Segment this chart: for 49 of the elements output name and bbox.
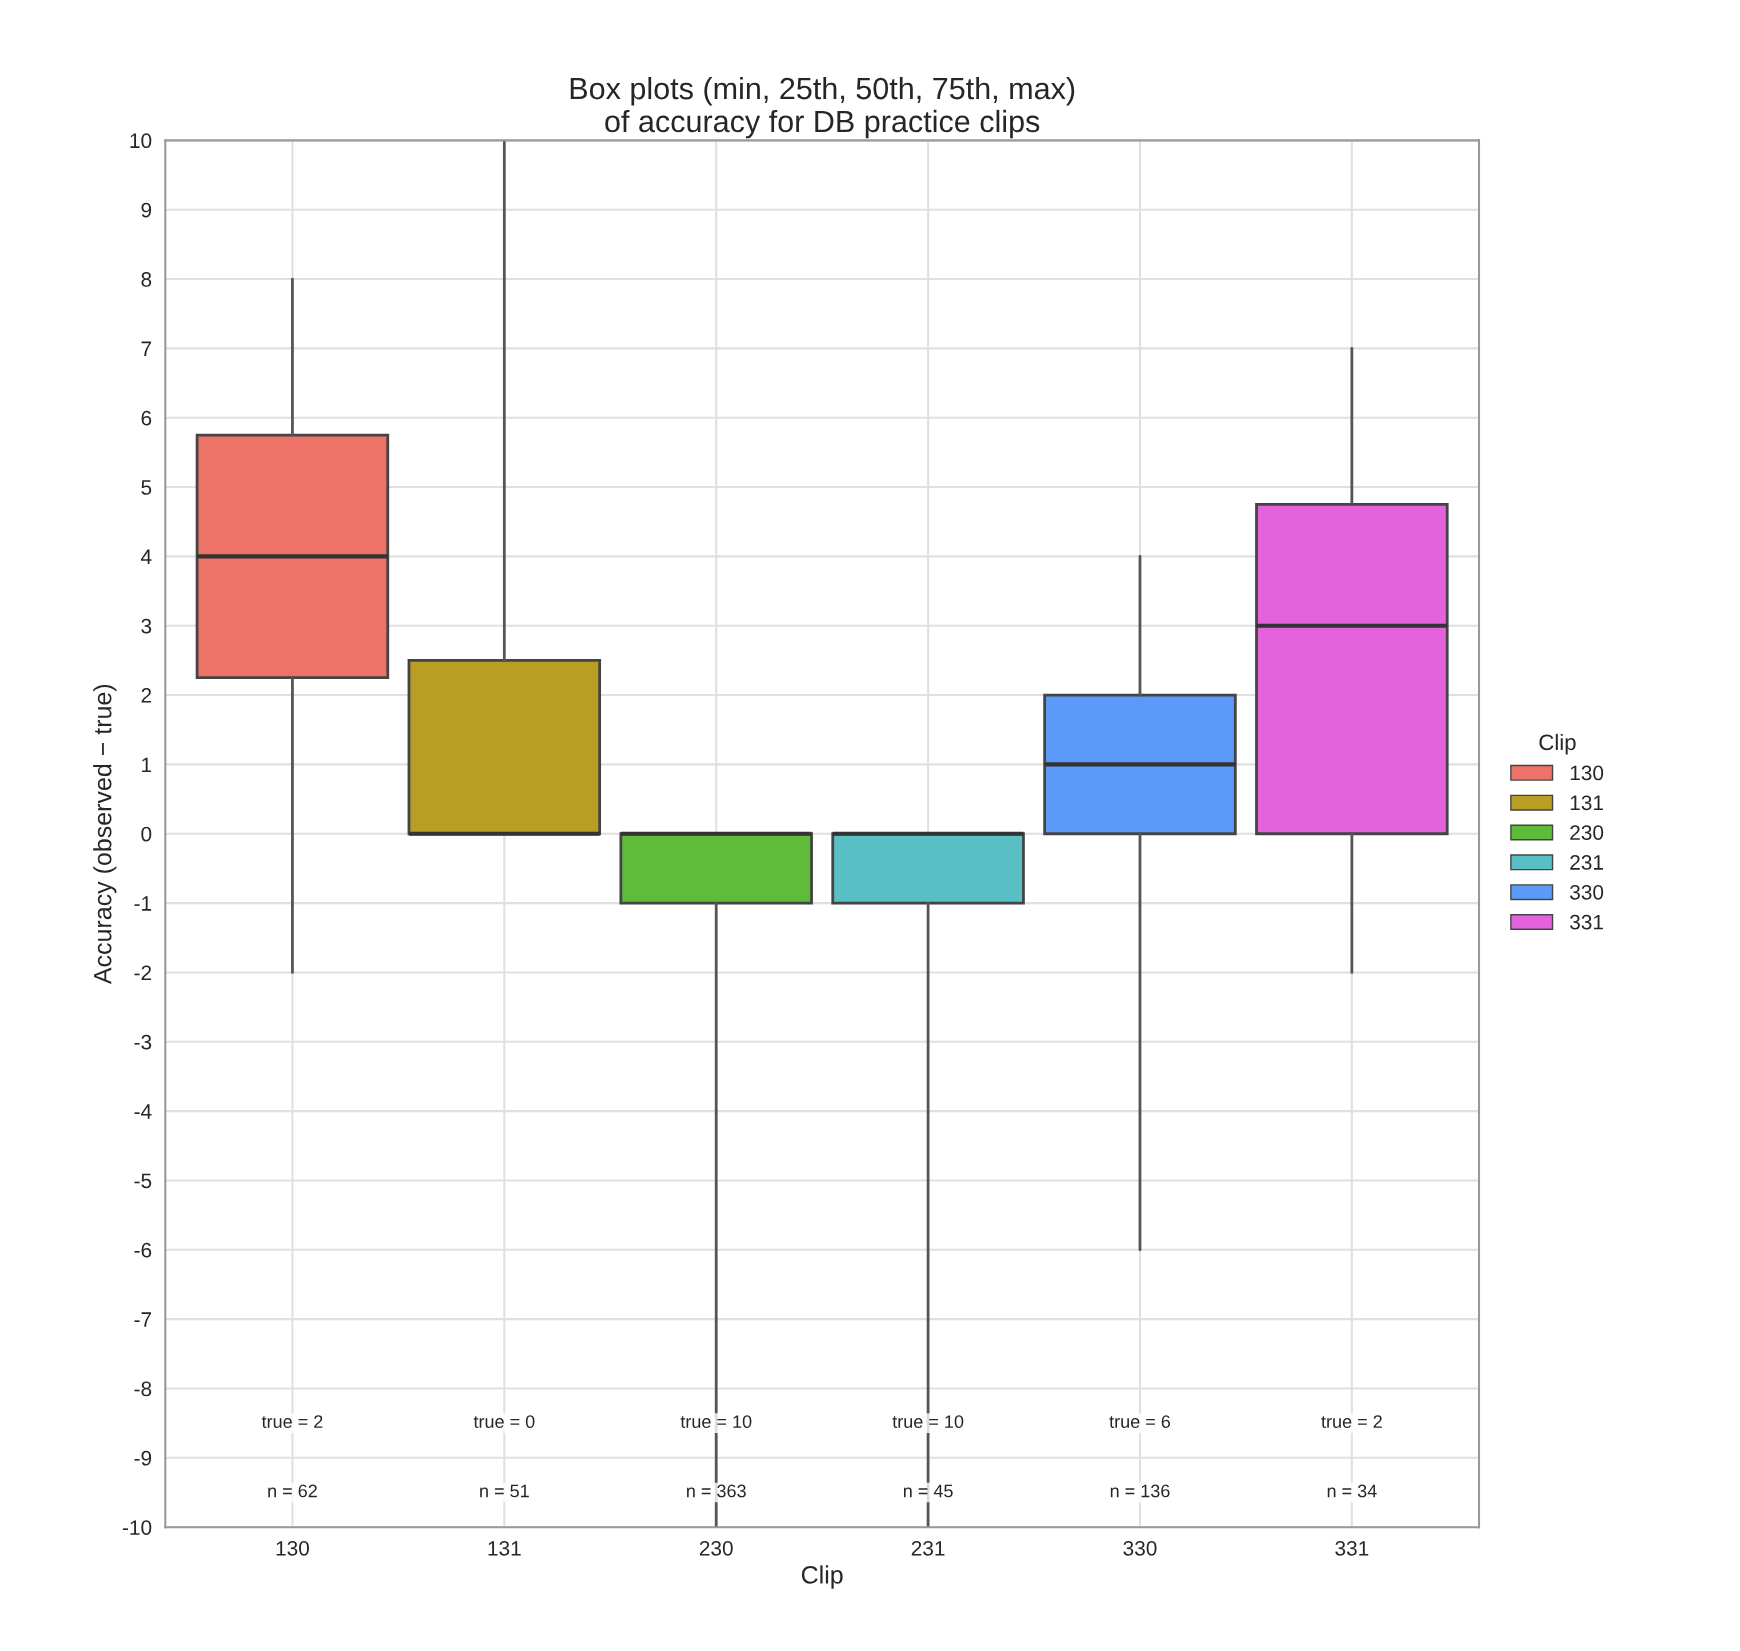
x-tick-label: 230: [699, 1540, 733, 1556]
y-tick-label: -5: [134, 1173, 152, 1189]
y-tick-label: 10: [130, 133, 152, 149]
annotation: true = 2: [261, 1415, 323, 1429]
y-tick-label: 4: [141, 549, 152, 564]
legend-title: Clip: [1539, 733, 1576, 755]
y-tick-label: 9: [141, 202, 152, 218]
x-tick-label: 330: [1123, 1540, 1157, 1556]
annotation: true = 6: [1109, 1415, 1171, 1429]
y-tick-label: -1: [134, 896, 152, 911]
annotation: n = 34: [1327, 1484, 1377, 1498]
annotation: n = 363: [687, 1484, 746, 1498]
x-axis-title: Clip: [801, 1565, 843, 1589]
y-tick-label: 1: [142, 757, 152, 772]
legend-label: 331: [1570, 914, 1603, 930]
annotation: true = 0: [473, 1415, 535, 1429]
legend-label: 230: [1570, 825, 1604, 840]
annotation: true = 10: [892, 1415, 964, 1429]
y-tick-label: -8: [134, 1381, 152, 1397]
legend-label: 131: [1570, 795, 1603, 811]
y-tick-label: 7: [141, 341, 152, 356]
y-tick-label: -4: [134, 1104, 152, 1119]
legend-label: 130: [1570, 765, 1604, 781]
y-tick-label: -7: [134, 1312, 152, 1327]
chart-title: Box plots (min, 25th, 50th, 75th, max) of accuracy for DB practice clips: [570, 76, 1075, 139]
y-tick-label: 8: [141, 272, 152, 287]
y-tick-label: 2: [141, 688, 152, 703]
x-tick-label: 131: [488, 1540, 521, 1556]
y-tick-label: -2: [134, 965, 152, 980]
x-tick-label: 231: [911, 1540, 945, 1556]
annotation: true = 10: [680, 1415, 752, 1429]
annotation: n = 45: [903, 1484, 953, 1498]
annotation: true = 2: [1321, 1415, 1382, 1429]
annotation: n = 136: [1110, 1484, 1170, 1498]
y-tick-label: 3: [141, 618, 152, 634]
y-axis-title: Accuracy (observed − true): [93, 684, 117, 985]
x-tick-label: 130: [276, 1540, 309, 1556]
y-tick-label: -10: [122, 1520, 152, 1535]
annotation: n = 62: [268, 1484, 317, 1498]
annotation: n = 51: [480, 1484, 529, 1498]
y-tick-label: -3: [134, 1034, 152, 1050]
y-tick-label: -6: [134, 1242, 152, 1258]
legend-label: 231: [1570, 855, 1603, 870]
y-tick-label: 6: [141, 410, 152, 426]
x-tick-label: 331: [1335, 1540, 1369, 1556]
y-tick-label: -9: [134, 1450, 152, 1466]
legend-label: 330: [1570, 884, 1604, 900]
y-tick-label: 5: [141, 480, 152, 495]
y-tick-label: 0: [141, 826, 152, 842]
